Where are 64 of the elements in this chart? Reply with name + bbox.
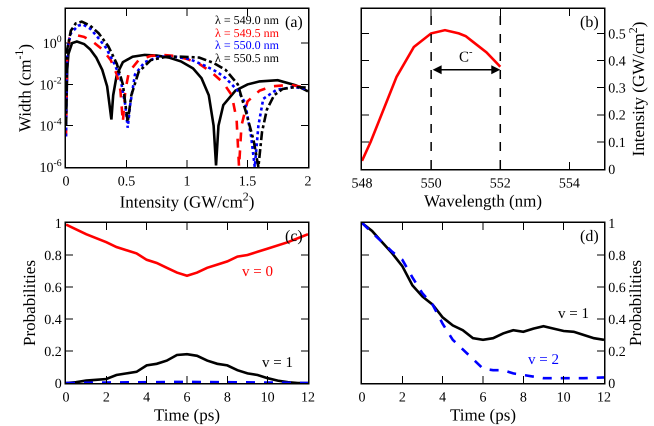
x-tick-label: 2 [398, 390, 406, 406]
x-tick-label: 2 [102, 390, 110, 406]
x-axis-title: Intensity (GW/cm$^{2}$) [120, 189, 254, 212]
line-series [362, 223, 604, 380]
y-tick-label: 10$^{-2}$ [40, 75, 62, 94]
y-tick-label: 10$^{-4}$ [40, 116, 62, 135]
text: λ = 549.5 nm [215, 26, 280, 40]
x-tick-label: 552 [490, 176, 511, 192]
y-tick-label: 0 [608, 376, 616, 392]
y-tick-label: 0.6 [608, 280, 626, 296]
y-tick-label: 0 [54, 376, 62, 392]
y-tick-label: 0.8 [608, 248, 626, 264]
series-label: λ = 550.0 nm [215, 38, 280, 52]
y-tick-label: 0.1 [608, 136, 626, 151]
x-tick-label: 1 [184, 174, 190, 190]
x-tick-label: 550 [420, 176, 442, 192]
series-label: v = 2 [528, 352, 559, 368]
annotation: (b) [580, 14, 599, 31]
x-tick-label: 8 [224, 390, 231, 406]
y-tick-label: 10$^{-6}$ [40, 158, 62, 176]
y-tick-label: 0 [608, 162, 616, 178]
y-tick-label: 1 [54, 216, 62, 232]
x-tick-label: 10 [260, 390, 275, 406]
y-tick-label: 0.5 [608, 27, 626, 42]
x-tick-label: 4 [143, 390, 150, 406]
series-label: v = 0 [242, 264, 273, 280]
annotation: C$^{-}$ [459, 47, 474, 66]
x-axis-title: Time (ps) [450, 405, 516, 424]
y-axis-title: Probabilities [20, 260, 39, 346]
y-tick-label: 0.6 [44, 280, 62, 296]
x-tick-label: 8 [520, 390, 527, 406]
legend-label: v = 1 [262, 355, 293, 371]
y-tick-label: 0.2 [44, 344, 62, 360]
y-tick-label: 0.4 [608, 312, 626, 328]
x-tick-label: 1.5 [238, 174, 256, 190]
x-tick-label: 4 [439, 390, 446, 406]
x-tick-label: 548 [352, 176, 372, 192]
annotation: (d) [580, 228, 599, 245]
y-tick-label: 0.2 [608, 344, 626, 360]
x-tick-label: 10 [556, 390, 571, 406]
y-tick-label: 0.4 [44, 312, 62, 328]
x-tick-label: 6 [184, 390, 190, 406]
y-tick-label: 0.2 [608, 108, 626, 124]
x-tick-label: 2 [304, 174, 312, 190]
series-label: v = 1 [558, 306, 589, 322]
x-tick-label: 0.5 [118, 174, 136, 190]
annotation: (a) [285, 14, 303, 31]
line-series [66, 223, 308, 278]
series-label: λ = 550.5 nm [215, 51, 280, 65]
x-tick-label: 6 [480, 390, 486, 406]
y-tick-label: 0.3 [608, 82, 626, 97]
x-axis-title: Time (ps) [154, 405, 220, 424]
x-tick-label: 0 [358, 390, 366, 406]
y-tick-label: 10$^{0}$ [42, 34, 62, 52]
legend-label: λ = 549.0 nm [215, 13, 280, 27]
line-series [362, 28, 502, 162]
x-tick-label: 12 [301, 390, 315, 406]
y-tick-label: 0.4 [608, 54, 626, 70]
x-axis-title: Wavelength (nm) [424, 191, 542, 210]
y-axis-title: Probabilities [626, 260, 645, 346]
y-tick-label: 1 [608, 216, 616, 232]
y-tick-label: 0.8 [44, 248, 62, 264]
x-tick-label: 554 [558, 176, 580, 192]
x-tick-label: 12 [597, 390, 611, 406]
